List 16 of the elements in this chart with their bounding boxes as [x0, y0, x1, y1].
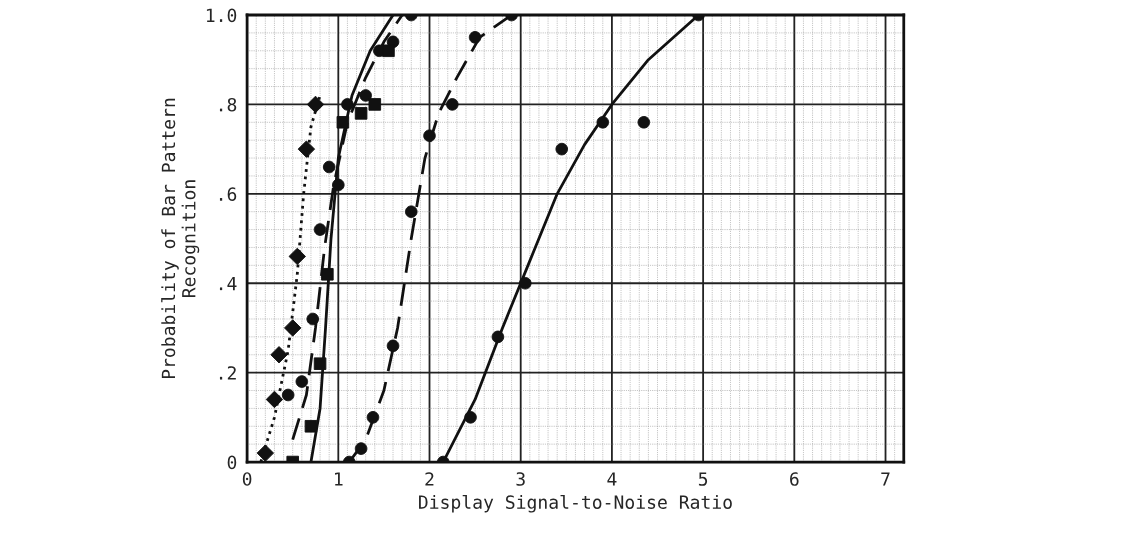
x-tick-label: 0	[242, 472, 252, 486]
y-axis-title: Probability of Bar Pattern Recognition	[161, 98, 200, 379]
y-tick-label: .6	[219, 187, 237, 201]
x-tick-label: 1	[335, 472, 343, 486]
y-tick-label: .8	[219, 97, 237, 112]
x-axis-title: Display Signal-to-Noise Ratio	[419, 494, 732, 513]
x-tick-label: 2	[425, 472, 434, 486]
y-tick-label: .4	[219, 276, 237, 291]
x-tick-label: 7	[881, 472, 890, 486]
x-tick-label: 6	[790, 472, 799, 486]
y-tick-label: 1.0	[206, 8, 237, 23]
x-tick-label: 5	[698, 472, 708, 486]
y-tick-label: .2	[219, 366, 236, 380]
y-tick-label: 0	[227, 455, 237, 470]
x-tick-label: 3	[516, 472, 525, 486]
x-tick-label: 4	[607, 472, 617, 486]
